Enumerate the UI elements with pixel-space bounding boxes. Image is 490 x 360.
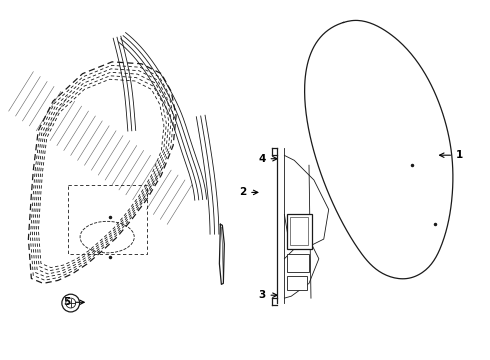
Text: 2: 2 [239,188,258,197]
Text: 3: 3 [258,290,277,300]
Bar [287,254,309,271]
Bar [287,276,307,290]
Text: 4: 4 [258,154,277,164]
Text: 5: 5 [63,297,84,307]
Bar [287,215,312,249]
Bar [290,217,308,245]
Polygon shape [220,224,224,284]
Text: 1: 1 [440,150,464,160]
